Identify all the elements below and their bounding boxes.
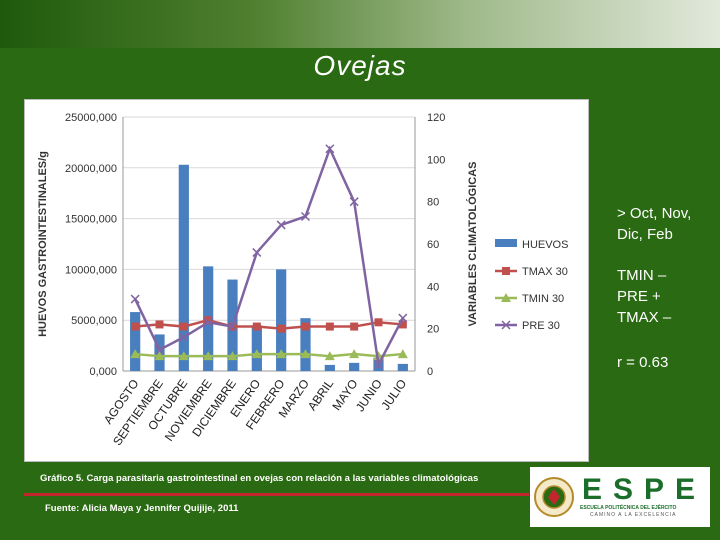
logo-line1: ESCUELA POLITÉCNICA DEL EJÉRCITO bbox=[580, 505, 677, 511]
bar-huevos bbox=[178, 164, 189, 371]
bar-huevos bbox=[324, 364, 335, 371]
y2-axis-title: VARIABLES CLIMATOLÓGICAS bbox=[466, 162, 479, 327]
chart-caption: Gráfico 5. Carga parasitaria gastrointes… bbox=[40, 473, 479, 484]
marker-pre bbox=[276, 220, 286, 230]
caption-divider bbox=[24, 493, 529, 496]
marker-tmax bbox=[301, 322, 310, 331]
bar-huevos bbox=[300, 318, 311, 371]
legend-label: TMIN 30 bbox=[522, 293, 564, 305]
marker-tmax bbox=[398, 320, 407, 329]
marker-tmin bbox=[276, 349, 287, 359]
marker-tmax bbox=[350, 322, 359, 331]
marker-tmax bbox=[252, 322, 261, 331]
marker-tmax bbox=[204, 316, 213, 325]
logo-text: ESPE bbox=[582, 473, 706, 506]
series-line-tmax bbox=[135, 318, 403, 330]
marker-tmax bbox=[325, 322, 334, 331]
side-note-r: r = 0.63 bbox=[617, 354, 669, 371]
y2-tick-label: 20 bbox=[427, 324, 439, 336]
marker-tmin bbox=[130, 349, 141, 359]
y-tick-label: 15000,000 bbox=[65, 214, 117, 226]
side-note-months: > Oct, Nov, Dic, Feb bbox=[617, 205, 692, 243]
y2-tick-label: 60 bbox=[427, 239, 439, 251]
x-tick-label: JULIO bbox=[378, 377, 409, 413]
y2-tick-label: 80 bbox=[427, 197, 439, 209]
marker-tmax bbox=[277, 324, 286, 333]
y-tick-label: 0,000 bbox=[89, 366, 117, 378]
y2-tick-label: 120 bbox=[427, 112, 445, 124]
marker-pre bbox=[373, 360, 384, 370]
marker-tmin bbox=[227, 351, 238, 361]
side-note-correlation: TMIN – PRE + TMAX – bbox=[617, 267, 672, 326]
legend-label: TMAX 30 bbox=[522, 266, 568, 278]
marker-pre bbox=[154, 345, 165, 355]
y2-tick-label: 100 bbox=[427, 154, 445, 166]
marker-tmin bbox=[154, 351, 165, 361]
marker-pre bbox=[300, 211, 311, 222]
marker-pre bbox=[501, 320, 511, 330]
marker-pre bbox=[179, 332, 189, 342]
marker-tmin bbox=[300, 349, 311, 359]
source-text: Fuente: Alicia Maya y Jennifer Quijije, … bbox=[45, 503, 239, 514]
header-bar bbox=[0, 0, 720, 48]
marker-pre bbox=[398, 313, 408, 323]
bar-huevos bbox=[397, 363, 408, 371]
marker-tmin bbox=[251, 349, 262, 359]
series-line-tmin bbox=[135, 352, 403, 358]
y2-tick-label: 0 bbox=[427, 366, 433, 378]
marker-pre bbox=[349, 197, 359, 207]
marker-tmax bbox=[502, 267, 510, 275]
series-line-pre bbox=[134, 145, 404, 369]
x-tick-label: JUNIO bbox=[353, 377, 385, 415]
legend-label: PRE 30 bbox=[522, 320, 560, 332]
marker-pre bbox=[325, 144, 335, 154]
logo-line2: CAMINO A LA EXCELENCIA bbox=[590, 512, 677, 518]
marker-tmax bbox=[155, 320, 164, 329]
espe-logo: ESPE ESCUELA POLITÉCNICA DEL EJÉRCITO CA… bbox=[530, 467, 710, 527]
marker-tmax bbox=[131, 322, 140, 331]
marker-tmin bbox=[501, 293, 511, 302]
legend-label: HUEVOS bbox=[522, 239, 568, 251]
legend-swatch-huevos bbox=[495, 239, 517, 247]
y2-tick-label: 40 bbox=[427, 281, 439, 293]
bar-huevos bbox=[349, 362, 360, 371]
marker-tmin bbox=[203, 351, 214, 361]
marker-tmin bbox=[324, 351, 335, 361]
combo-chart: 0,000 5000,000 10000,000 15000,000 20000,000… bbox=[37, 112, 568, 448]
y-tick-label: 10000,000 bbox=[65, 264, 117, 276]
marker-tmax bbox=[374, 318, 383, 327]
marker-tmax bbox=[179, 322, 188, 331]
marker-pre bbox=[252, 247, 262, 257]
slide-title: Ovejas bbox=[313, 50, 407, 81]
y-axis-title: HUEVOS GASTROINTESTINALES/g bbox=[37, 151, 49, 337]
seal-emblem-icon bbox=[548, 489, 560, 505]
marker-tmin bbox=[178, 351, 189, 361]
y-tick-label: 25000,000 bbox=[65, 112, 117, 124]
marker-pre bbox=[203, 317, 213, 327]
marker-pre bbox=[227, 322, 238, 332]
chart-panel: 0,000 5000,000 10000,000 15000,000 20000,000… bbox=[24, 99, 589, 462]
marker-tmin bbox=[397, 349, 408, 359]
y-tick-label: 5000,000 bbox=[71, 315, 117, 327]
espe-logo-graphic: ESPE bbox=[534, 473, 706, 517]
y-tick-label: 20000,000 bbox=[65, 163, 117, 175]
bar-huevos bbox=[251, 325, 262, 371]
bar-huevos bbox=[130, 312, 141, 371]
marker-pre bbox=[130, 294, 140, 304]
bar-huevos bbox=[276, 269, 287, 371]
marker-tmin bbox=[349, 349, 360, 359]
